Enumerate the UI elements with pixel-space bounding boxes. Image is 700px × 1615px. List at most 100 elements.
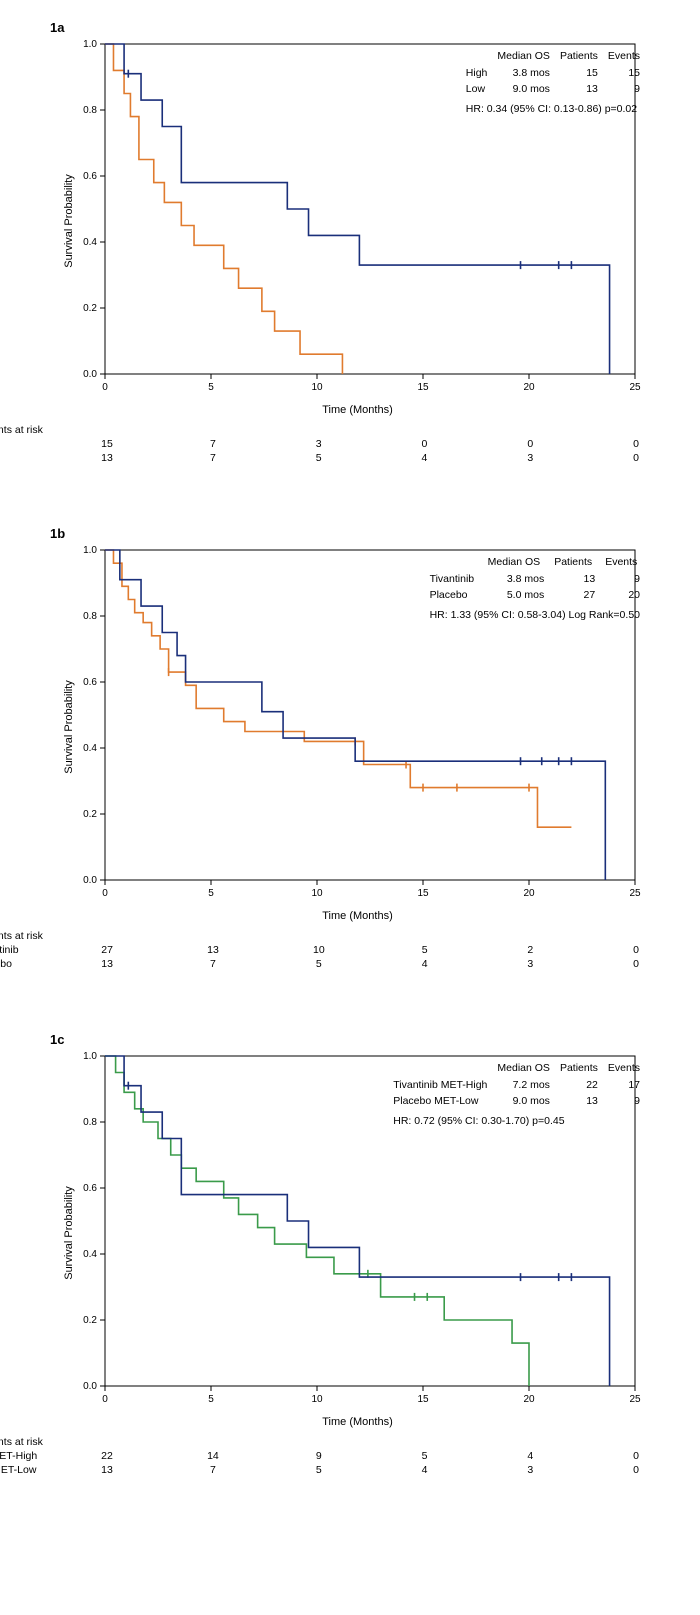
risk-value: 0 <box>478 438 582 450</box>
legend-header: Patients <box>554 555 603 570</box>
legend-events: 20 <box>605 588 648 603</box>
legend-median: 5.0 mos <box>488 588 553 603</box>
hr-text: HR: 1.33 (95% CI: 0.58-3.04) Log Rank=0.… <box>430 605 648 623</box>
y-axis-label: Survival Probability <box>63 1186 75 1280</box>
panel-1c: 1c0.00.20.40.60.81.00510152025Survival P… <box>10 1032 690 1478</box>
risk-value: 4 <box>373 1464 477 1476</box>
risk-table: Patients at riskTivantinib271310520Place… <box>0 928 690 972</box>
risk-value: 27 <box>55 944 159 956</box>
xtick-label: 15 <box>417 888 429 899</box>
risk-value: 7 <box>161 438 265 450</box>
risk-value: 5 <box>373 1450 477 1462</box>
legend-events: 9 <box>605 572 648 587</box>
risk-value: 7 <box>161 452 265 464</box>
risk-value: 0 <box>373 438 477 450</box>
legend-median: 9.0 mos <box>497 82 558 97</box>
legend-row-label: Low <box>466 82 496 97</box>
legend-header <box>430 555 486 570</box>
legend-header <box>393 1061 495 1076</box>
ytick-label: 0.4 <box>83 743 97 754</box>
risk-value: 13 <box>55 1464 159 1476</box>
risk-value: 0 <box>584 1450 688 1462</box>
xtick-label: 5 <box>208 888 214 899</box>
legend-events: 9 <box>608 1094 648 1109</box>
xtick-label: 25 <box>629 382 641 393</box>
legend-median: 3.8 mos <box>497 66 558 81</box>
risk-value: 7 <box>161 958 265 970</box>
risk-value: 0 <box>584 438 688 450</box>
xtick-label: 20 <box>523 1394 535 1405</box>
ytick-label: 0.4 <box>83 237 97 248</box>
ytick-label: 0.2 <box>83 303 97 314</box>
legend-patients: 13 <box>560 82 606 97</box>
y-axis-label: Survival Probability <box>63 174 75 268</box>
xtick-label: 15 <box>417 1394 429 1405</box>
ytick-label: 0.0 <box>83 1381 97 1392</box>
risk-header: Patients at risk <box>0 424 53 436</box>
ytick-label: 0.6 <box>83 171 97 182</box>
y-axis-label: Survival Probability <box>63 680 75 774</box>
risk-value: 5 <box>373 944 477 956</box>
risk-value: 3 <box>267 438 371 450</box>
legend-events: 17 <box>608 1078 648 1093</box>
legend-patients: 27 <box>554 588 603 603</box>
legend-header: Patients <box>560 1061 606 1076</box>
risk-value: 13 <box>161 944 265 956</box>
risk-row-label: Low <box>0 452 53 464</box>
legend-row-label: Tivantinib <box>430 572 486 587</box>
legend-patients: 22 <box>560 1078 606 1093</box>
risk-value: 15 <box>55 438 159 450</box>
ytick-label: 0.4 <box>83 1249 97 1260</box>
risk-value: 10 <box>267 944 371 956</box>
xtick-label: 25 <box>629 1394 641 1405</box>
x-axis-label: Time (Months) <box>60 404 655 416</box>
risk-value: 0 <box>584 452 688 464</box>
legend-row-label: Placebo MET-Low <box>393 1094 495 1109</box>
risk-header: Patients at risk <box>0 1436 53 1448</box>
x-axis-label: Time (Months) <box>60 910 655 922</box>
legend-events: 15 <box>608 66 648 81</box>
legend-median: 9.0 mos <box>497 1094 558 1109</box>
risk-value: 0 <box>584 1464 688 1476</box>
xtick-label: 20 <box>523 382 535 393</box>
legend-header: Events <box>608 49 648 64</box>
panel-label: 1b <box>50 526 690 541</box>
legend-header: Median OS <box>488 555 553 570</box>
xtick-label: 10 <box>311 382 323 393</box>
risk-value: 7 <box>161 1464 265 1476</box>
xtick-label: 15 <box>417 382 429 393</box>
risk-value: 13 <box>55 452 159 464</box>
chart-wrap: 0.00.20.40.60.81.00510152025Survival Pro… <box>60 39 680 402</box>
legend-header: Events <box>605 555 648 570</box>
legend-table: Median OSPatientsEventsTivantinib MET-Hi… <box>391 1059 650 1131</box>
risk-value: 9 <box>267 1450 371 1462</box>
panel-label: 1a <box>50 20 690 35</box>
legend-row-label: Placebo <box>430 588 486 603</box>
xtick-label: 5 <box>208 1394 214 1405</box>
hr-text: HR: 0.34 (95% CI: 0.13-0.86) p=0.02 <box>466 99 648 117</box>
risk-value: 22 <box>55 1450 159 1462</box>
ytick-label: 0.0 <box>83 369 97 380</box>
risk-value: 3 <box>478 1464 582 1476</box>
legend-table: Median OSPatientsEventsHigh3.8 mos1515Lo… <box>464 47 650 119</box>
legend-header: Events <box>608 1061 648 1076</box>
legend-header: Median OS <box>497 1061 558 1076</box>
xtick-label: 10 <box>311 1394 323 1405</box>
panel-label: 1c <box>50 1032 690 1047</box>
legend-row-label: High <box>466 66 496 81</box>
risk-value: 5 <box>267 1464 371 1476</box>
ytick-label: 1.0 <box>83 39 97 50</box>
ytick-label: 0.0 <box>83 875 97 886</box>
risk-row-label: High <box>0 438 53 450</box>
legend-patients: 13 <box>560 1094 606 1109</box>
risk-row-label: Tivantinib <box>0 944 53 956</box>
ytick-label: 0.6 <box>83 1183 97 1194</box>
chart-wrap: 0.00.20.40.60.81.00510152025Survival Pro… <box>60 1051 680 1414</box>
ytick-label: 0.2 <box>83 1315 97 1326</box>
xtick-label: 20 <box>523 888 535 899</box>
legend-patients: 13 <box>554 572 603 587</box>
ytick-label: 1.0 <box>83 545 97 556</box>
risk-value: 3 <box>478 452 582 464</box>
risk-value: 4 <box>373 958 477 970</box>
hr-text: HR: 0.72 (95% CI: 0.30-1.70) p=0.45 <box>393 1111 648 1129</box>
